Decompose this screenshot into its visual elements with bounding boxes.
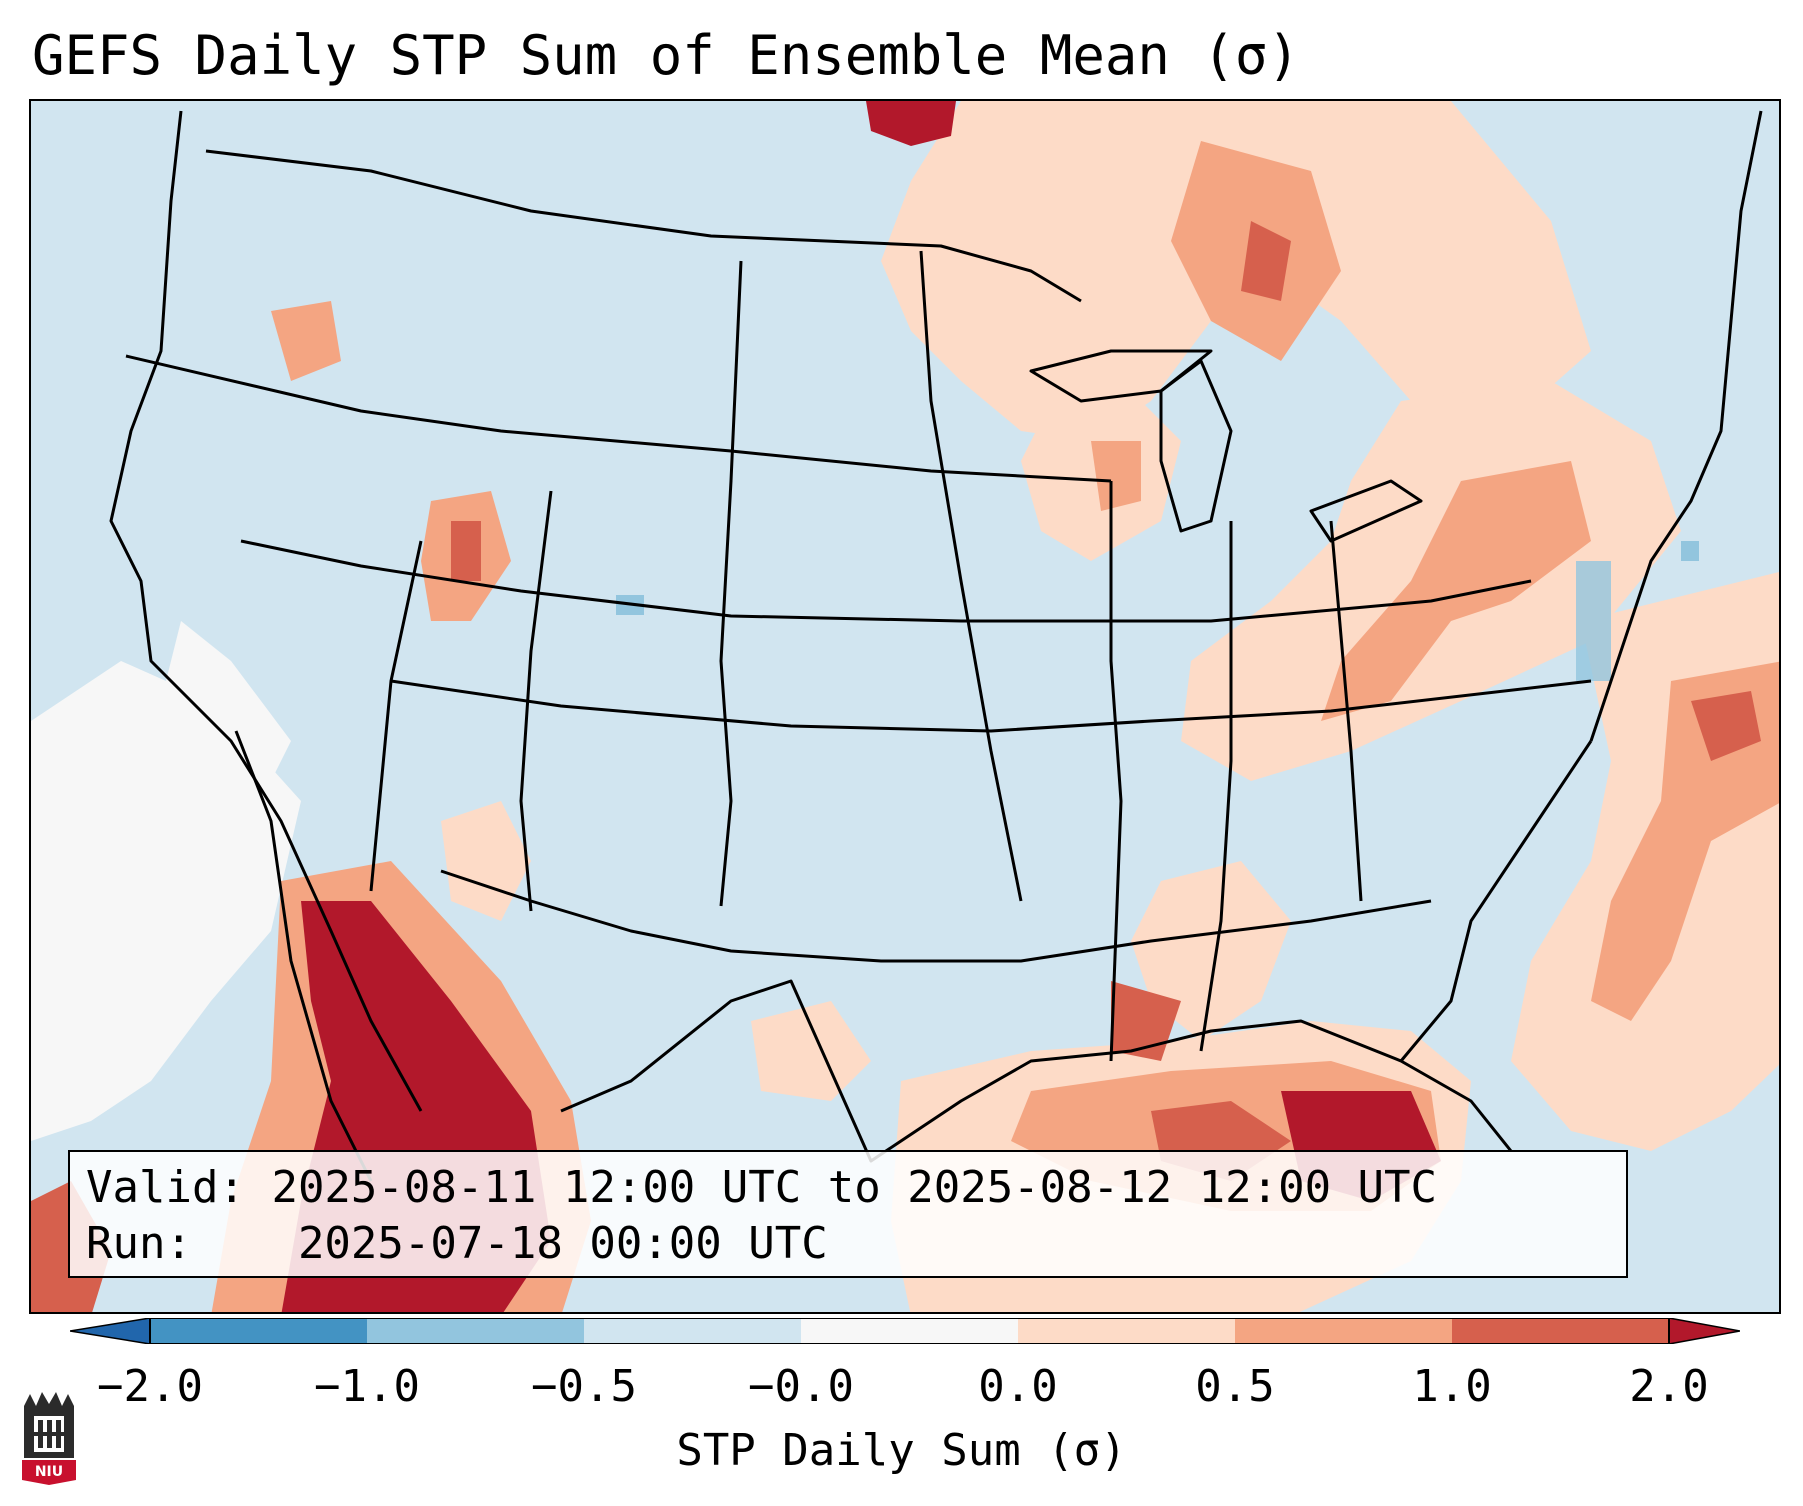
negative-cell-atlantic — [1681, 541, 1699, 561]
colorbar-segment-1 — [150, 1318, 367, 1344]
valid-label: Valid: — [86, 1162, 245, 1213]
colorbar-tick-label: −0.0 — [748, 1361, 854, 1412]
colorbar-tick-label: 2.0 — [1629, 1361, 1709, 1412]
colorbar — [70, 1318, 1740, 1344]
state-line-4 — [440, 869, 1432, 963]
state-line-7 — [719, 260, 743, 907]
colorbar-tick-label: −2.0 — [97, 1361, 203, 1412]
map-panel[interactable] — [29, 99, 1781, 1314]
florida — [1399, 740, 1593, 1062]
anomaly-field — [31, 101, 1779, 1312]
colorbar-tick-label: 0.0 — [978, 1361, 1058, 1412]
west-coast — [109, 110, 423, 1112]
colorbar-tick-label: 0.5 — [1195, 1361, 1275, 1412]
state-line-5 — [369, 540, 423, 892]
colorbar-segment-5 — [1018, 1318, 1235, 1344]
state-line-9 — [1109, 481, 1123, 1062]
positive-region-midwest-core — [1091, 441, 1141, 511]
map-title: GEFS Daily STP Sum of Ensemble Mean (σ) — [32, 24, 1300, 87]
stp-map — [31, 101, 1779, 1312]
neutral-region-baja — [161, 621, 291, 801]
positive-region-southeast — [1131, 861, 1291, 1041]
positive-region-northeast-core — [1321, 461, 1591, 721]
east-coast — [1589, 110, 1763, 742]
state-line-6 — [519, 490, 553, 912]
valid-row: Valid: 2025-08-11 12:00 UTC to 2025-08-1… — [86, 1160, 1610, 1216]
positive-region-north-top — [866, 101, 956, 146]
state-line-1 — [125, 354, 1112, 483]
state-borders — [109, 110, 1763, 1182]
state-line-2 — [240, 539, 1532, 623]
great-lakes-michigan — [1159, 359, 1233, 533]
great-lakes-superior — [1029, 349, 1213, 403]
colorbar-tick-label: −1.0 — [314, 1361, 420, 1412]
positive-region-canada-max — [1241, 221, 1291, 301]
state-line-11 — [1329, 520, 1363, 902]
valid-time-box: Valid: 2025-08-11 12:00 UTC to 2025-08-1… — [68, 1150, 1628, 1278]
positive-region-arizona — [441, 801, 531, 921]
positive-region-louisiana — [1111, 981, 1181, 1061]
positive-region-texas — [751, 1001, 871, 1101]
great-lakes-erie — [1309, 479, 1423, 543]
positive-region-utah-core — [451, 521, 481, 581]
colorbar-label: STP Daily Sum (σ) — [676, 1425, 1127, 1476]
colorbar-outline — [149, 1318, 1670, 1344]
colorbar-segment-4 — [801, 1318, 1018, 1344]
logo-text: NIU — [34, 1464, 64, 1480]
run-row: Run: 2025-07-18 00:00 UTC — [86, 1216, 1610, 1272]
colorbar-segment-3 — [584, 1318, 801, 1344]
colorbar-segment-7 — [1452, 1318, 1669, 1344]
state-line-3 — [390, 679, 1592, 733]
state-line-10 — [1199, 521, 1233, 1052]
colorbar-under-arrow — [70, 1318, 151, 1344]
university-logo-icon: NIU — [20, 1386, 78, 1486]
run-label: Run: — [86, 1218, 192, 1269]
colorbar-segment-2 — [367, 1318, 584, 1344]
positive-region-oregon — [271, 301, 341, 381]
run-value: 2025-07-18 00:00 UTC — [297, 1218, 828, 1269]
valid-value: 2025-08-11 12:00 UTC to 2025-08-12 12:00… — [271, 1162, 1438, 1213]
positive-region-atlantic-max — [1691, 691, 1761, 761]
colorbar-tick-label: 1.0 — [1412, 1361, 1492, 1412]
baja-coast — [234, 730, 373, 1182]
state-line-8 — [919, 250, 1023, 902]
negative-cell-mid-atlantic — [1576, 561, 1611, 681]
colorbar-tick-label: −0.5 — [531, 1361, 637, 1412]
colorbar-segment-6 — [1235, 1318, 1452, 1344]
colorbar-over-arrow — [1668, 1318, 1740, 1344]
us-canada-border — [205, 149, 1082, 303]
